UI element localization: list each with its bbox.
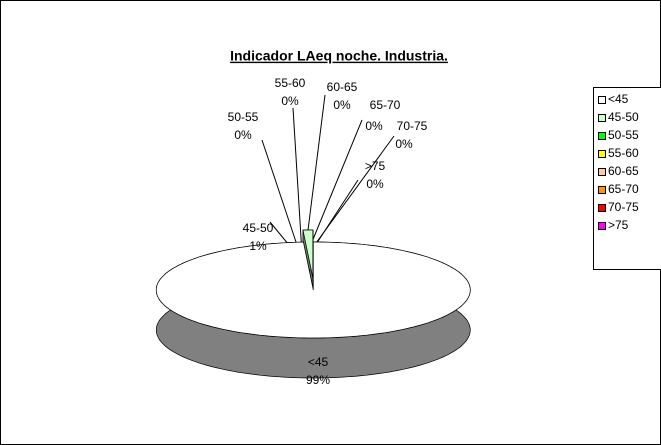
data-label-value: 0%	[395, 137, 413, 151]
legend-label: <45	[608, 92, 629, 106]
data-label-category: 65-70	[370, 98, 401, 112]
chart-title: Indicador LAeq noche. Industria.	[230, 48, 448, 64]
data-label-category: 55-60	[275, 76, 306, 90]
data-label-value: 1%	[249, 239, 267, 253]
legend: <45 45-50 50-55 55-60 60-65 65-70 70-75 >75	[598, 92, 639, 232]
data-label-value: 0%	[365, 119, 383, 133]
legend-swatch	[598, 114, 606, 122]
legend-label: 55-60	[608, 146, 639, 160]
data-label-value: 99%	[306, 373, 330, 387]
legend-swatch	[598, 186, 606, 194]
data-label-category: >75	[365, 159, 386, 173]
legend-label: 45-50	[608, 110, 639, 124]
legend-label: >75	[608, 218, 629, 232]
legend-label: 65-70	[608, 182, 639, 196]
legend-swatch	[598, 168, 606, 176]
data-label-category: <45	[308, 355, 329, 369]
legend-swatch	[598, 132, 606, 140]
data-label-value: 0%	[234, 128, 252, 142]
legend-swatch	[598, 96, 606, 104]
slice-top	[155, 241, 471, 339]
legend-label: 70-75	[608, 200, 639, 214]
data-label-category: 70-75	[397, 119, 428, 133]
slice	[155, 241, 471, 379]
legend-swatch	[598, 150, 606, 158]
legend-label: 50-55	[608, 128, 639, 142]
data-label-category: 45-50	[243, 221, 274, 235]
legend-swatch	[598, 222, 606, 230]
data-label-value: 0%	[281, 94, 299, 108]
data-label-value: 0%	[333, 98, 351, 112]
legend-swatch	[598, 204, 606, 212]
legend-label: 60-65	[608, 164, 639, 178]
data-label-value: 0%	[366, 177, 384, 191]
pie	[155, 229, 471, 379]
data-label-category: 60-65	[327, 80, 358, 94]
data-label-category: 50-55	[228, 110, 259, 124]
